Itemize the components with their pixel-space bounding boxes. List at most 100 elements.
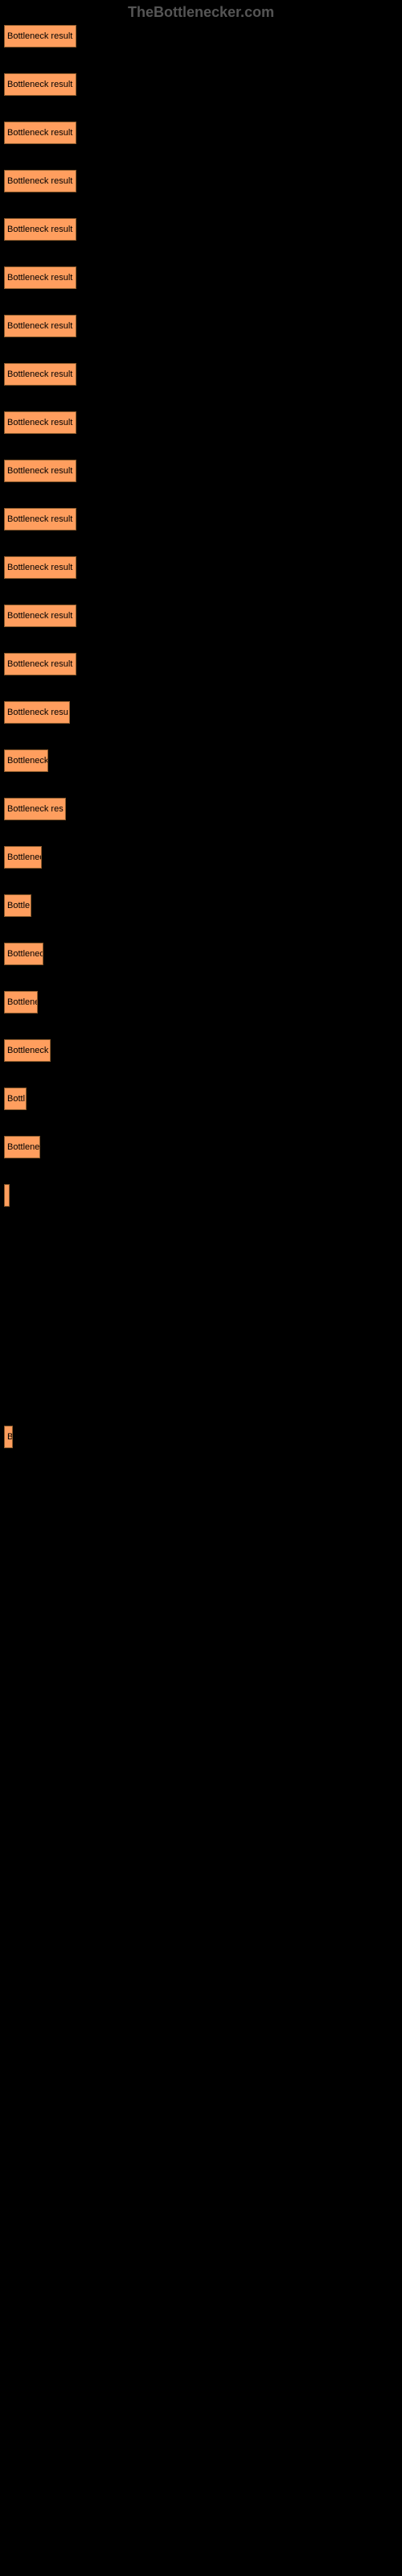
bar-row: Bottleneck result <box>4 653 398 675</box>
bar-label: Bottleneck result <box>7 466 72 476</box>
bar: Bottleneck <box>4 1039 51 1062</box>
bar-row: Bottlene <box>4 1136 398 1158</box>
bar-row <box>4 1764 398 1786</box>
bar-row: Bottle <box>4 894 398 917</box>
bar: Bottleneck result <box>4 266 76 289</box>
bar-label: Bottleneck result <box>7 369 72 379</box>
bar: Bottlened <box>4 846 42 869</box>
bar-row <box>4 1329 398 1352</box>
bar-row <box>4 2054 398 2076</box>
bar-row <box>4 1667 398 1690</box>
bar-row <box>4 1281 398 1303</box>
bar-row <box>4 2295 398 2318</box>
bar-row: Bottleneck result <box>4 122 398 144</box>
bar-label: Bottleneck result <box>7 321 72 331</box>
bar-label: Bottleneck result <box>7 563 72 572</box>
bar-label: Bottleneck res <box>7 804 64 814</box>
bar-label: Bottleneck result <box>7 273 72 283</box>
bar-row <box>4 2488 398 2511</box>
bar-row: B <box>4 1426 398 1448</box>
bar-row <box>4 1184 398 1207</box>
bar-label: Bottleneck result <box>7 80 72 89</box>
bar-row <box>4 1377 398 1400</box>
bar-row: Bottlenec <box>4 991 398 1013</box>
bar-row <box>4 1860 398 1883</box>
bar-row <box>4 1522 398 1545</box>
bar-row: Bottleneck result <box>4 25 398 47</box>
bar: Bottleneck resu <box>4 701 70 724</box>
bar: Bottleneck result <box>4 73 76 96</box>
bar: Bottlened <box>4 943 43 965</box>
bar-row <box>4 1232 398 1255</box>
bar-row: Bottleneck result <box>4 508 398 530</box>
bar-label: B <box>7 1432 13 1442</box>
bar-label: Bottleneck result <box>7 176 72 186</box>
bar-row: Bottleneck result <box>4 218 398 241</box>
bar: B <box>4 1426 13 1448</box>
bar-row: Bottleneck result <box>4 363 398 386</box>
bar-label: Bottleneck result <box>7 611 72 621</box>
bar-label: Bottlenec <box>7 997 38 1007</box>
bar-label: Bottleneck resu <box>7 708 68 717</box>
bar-row: Bottlened <box>4 943 398 965</box>
bar <box>4 1184 10 1207</box>
bar-row <box>4 2005 398 2028</box>
bar: Bottleneck result <box>4 218 76 241</box>
bar-row: Bottleneck resu <box>4 701 398 724</box>
bar-row <box>4 1571 398 1593</box>
bar: Bottleneck result <box>4 411 76 434</box>
bar-row: Bottleneck result <box>4 315 398 337</box>
bar-label: Bottleneck <box>7 1046 48 1055</box>
bar-chart: Bottleneck result Bottleneck result Bottle… <box>0 25 402 2511</box>
bar: Bottlene <box>4 1136 40 1158</box>
bar: Bottl <box>4 1088 27 1110</box>
bar-row <box>4 1957 398 1979</box>
bar: Bottle <box>4 894 31 917</box>
bar-label: Bottleneck result <box>7 225 72 234</box>
bar: Bottleneck result <box>4 605 76 627</box>
bar-row: Bottleneck <box>4 1039 398 1062</box>
bar-label: Bottlened <box>7 949 43 959</box>
bar-row <box>4 2198 398 2221</box>
bar: Bottlenec <box>4 991 38 1013</box>
bar-label: Bottleneck result <box>7 514 72 524</box>
bar-row: Bottleneck res <box>4 798 398 820</box>
bar-row <box>4 1474 398 1496</box>
bar: Bottleneck result <box>4 508 76 530</box>
bar-row <box>4 2102 398 2124</box>
bar-row: Bottleneck result <box>4 73 398 96</box>
bar-label: Bottleneck result <box>7 128 72 138</box>
bar-row <box>4 2392 398 2414</box>
bar-row: Bottleneck result <box>4 460 398 482</box>
bar-label: Bottlened <box>7 852 42 862</box>
bar-row <box>4 2343 398 2366</box>
bar: Bottleneck result <box>4 363 76 386</box>
bar-row <box>4 1909 398 1931</box>
bar: Bottleneck result <box>4 122 76 144</box>
bar: Bottleneck result <box>4 170 76 192</box>
bar-label: Bottl <box>7 1094 25 1104</box>
bar-label: Bottleneck result <box>7 418 72 427</box>
bar-row <box>4 2150 398 2173</box>
bar-label: Bottlene <box>7 1142 39 1152</box>
bar-row: Bottlened <box>4 846 398 869</box>
bar-row <box>4 1619 398 1641</box>
bar-row: Bottleneck result <box>4 605 398 627</box>
bar-row: Bottleneck result <box>4 170 398 192</box>
bar: Bottleneck result <box>4 556 76 579</box>
bar-row: Bottleneck result <box>4 556 398 579</box>
bar-row: Bottleneck result <box>4 266 398 289</box>
bar-label: Bottle <box>7 901 30 910</box>
bar-row <box>4 1812 398 1835</box>
bar-label: Bottleneck <box>7 756 48 766</box>
bar: Bottleneck result <box>4 460 76 482</box>
watermark-text: TheBottlenecker.com <box>0 0 402 25</box>
bar: Bottleneck result <box>4 25 76 47</box>
bar-row: Bottleneck result <box>4 411 398 434</box>
bar-row <box>4 1715 398 1738</box>
bar: Bottleneck result <box>4 653 76 675</box>
bar-row <box>4 2247 398 2269</box>
bar: Bottleneck <box>4 749 48 772</box>
bar-row: Bottl <box>4 1088 398 1110</box>
bar: Bottleneck result <box>4 315 76 337</box>
